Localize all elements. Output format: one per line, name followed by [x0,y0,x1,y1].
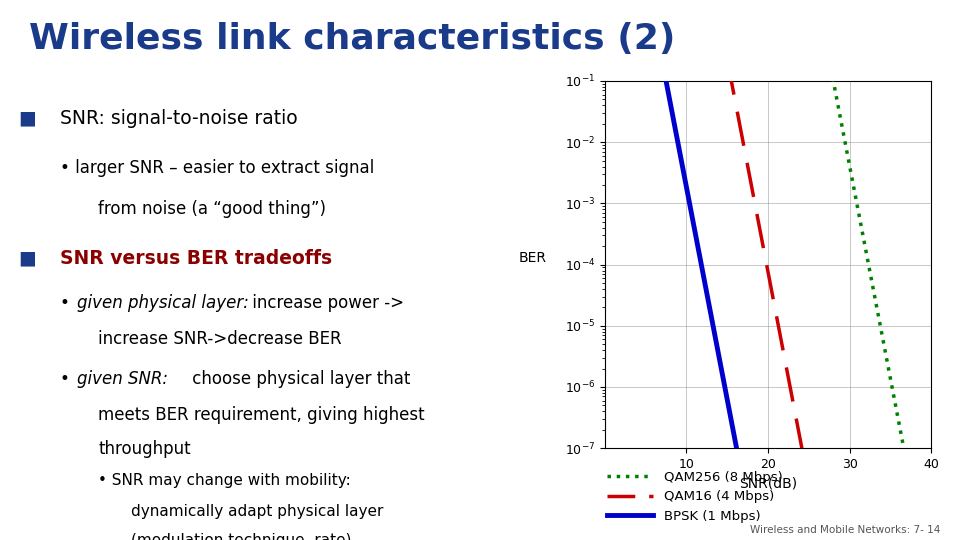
Text: choose physical layer that: choose physical layer that [187,370,411,388]
Text: given physical layer:: given physical layer: [78,294,250,313]
Y-axis label: BER: BER [519,251,547,265]
Text: throughput: throughput [98,440,191,458]
Text: dynamically adapt physical layer: dynamically adapt physical layer [131,504,383,519]
Text: •: • [60,370,75,388]
Text: ■: ■ [18,248,36,267]
Text: (modulation technique, rate): (modulation technique, rate) [131,533,351,540]
Text: given SNR:: given SNR: [78,370,168,388]
X-axis label: SNR(dB): SNR(dB) [739,476,797,490]
Text: ■: ■ [18,109,36,127]
Text: meets BER requirement, giving highest: meets BER requirement, giving highest [98,406,425,423]
Text: Wireless and Mobile Networks: 7- 14: Wireless and Mobile Networks: 7- 14 [751,524,941,535]
Text: Wireless link characteristics (2): Wireless link characteristics (2) [29,22,675,56]
Legend: QAM256 (8 Mbps), QAM16 (4 Mbps), BPSK (1 Mbps): QAM256 (8 Mbps), QAM16 (4 Mbps), BPSK (1… [602,465,788,528]
Text: • SNR may change with mobility:: • SNR may change with mobility: [98,474,351,489]
Text: • larger SNR – easier to extract signal: • larger SNR – easier to extract signal [60,159,373,177]
Text: from noise (a “good thing”): from noise (a “good thing”) [98,200,326,218]
Text: •: • [60,294,75,313]
Text: increase power ->: increase power -> [247,294,404,313]
Text: SNR: signal-to-noise ratio: SNR: signal-to-noise ratio [60,109,298,127]
Text: SNR versus BER tradeoffs: SNR versus BER tradeoffs [60,248,331,267]
Text: increase SNR->decrease BER: increase SNR->decrease BER [98,330,342,348]
